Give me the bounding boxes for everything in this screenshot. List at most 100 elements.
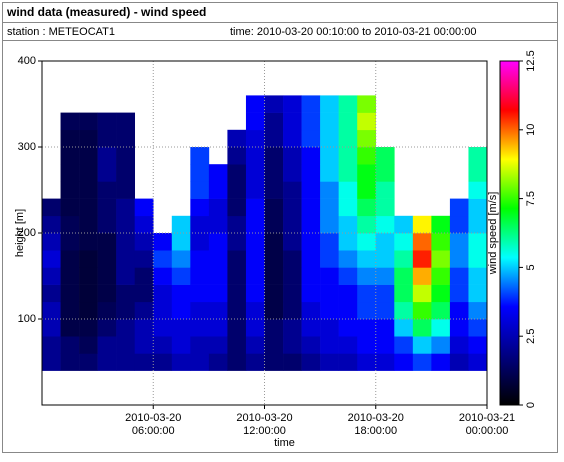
heat-cell [153, 336, 173, 354]
heat-cell [449, 215, 469, 234]
heat-cell [301, 284, 321, 303]
heat-cell [468, 319, 488, 337]
heat-cell [227, 353, 247, 371]
heat-cell [190, 233, 210, 251]
title: wind data (measured) - wind speed [6, 5, 206, 19]
heat-cell [431, 250, 451, 268]
heat-cell [375, 181, 395, 199]
heat-cell [338, 198, 358, 217]
heat-cell [301, 164, 321, 182]
heat-cell [134, 198, 154, 217]
heat-cell [468, 181, 488, 199]
heat-cell [338, 147, 358, 165]
heat-cell [208, 181, 228, 199]
heat-cell [338, 319, 358, 337]
heat-cell [97, 129, 117, 148]
heat-cell [190, 147, 210, 165]
heat-cell [97, 250, 117, 268]
heat-cell [283, 215, 302, 234]
heat-cell [227, 198, 247, 217]
heat-cell [320, 267, 339, 285]
heat-cell [190, 336, 210, 354]
heat-cell [431, 353, 451, 371]
colorbar [499, 60, 520, 406]
heat-cell [116, 164, 136, 182]
heat-cell [153, 284, 173, 303]
heat-cell [153, 267, 173, 285]
heat-cell [301, 319, 321, 337]
heat-cell [97, 336, 117, 354]
heat-cell [468, 198, 488, 217]
heat-cell [190, 319, 210, 337]
heat-cell [42, 233, 61, 251]
heat-cell [134, 336, 154, 354]
heat-cell [468, 215, 488, 234]
heat-cell [60, 301, 80, 320]
heat-cell [412, 250, 432, 268]
heat-cell [375, 164, 395, 182]
heat-cell [227, 267, 247, 285]
colorbar-tick-label: 0 [525, 402, 537, 408]
heat-cell [245, 250, 265, 268]
heat-cell [190, 267, 210, 285]
heat-cell [245, 95, 265, 113]
heat-cell [190, 198, 210, 217]
heat-cell [116, 181, 136, 199]
heat-cell [449, 250, 469, 268]
heat-cell [42, 319, 61, 337]
heat-cell [116, 336, 136, 354]
heat-cell [245, 112, 265, 131]
colorbar-tick-label: 5 [525, 264, 537, 270]
heat-cell [431, 336, 451, 354]
heat-cell [264, 250, 284, 268]
heat-cell [301, 353, 321, 371]
heat-cell [79, 301, 98, 320]
heat-cell [171, 336, 191, 354]
heat-cell [171, 267, 191, 285]
colorbar-tick-label: 7.5 [525, 191, 537, 206]
heat-cell [79, 284, 98, 303]
heat-cell [283, 250, 302, 268]
heat-cell [264, 129, 284, 148]
heat-cell [264, 215, 284, 234]
heat-cell [375, 198, 395, 217]
heat-cell [375, 250, 395, 268]
heat-cell [79, 215, 98, 234]
heat-cell [301, 233, 321, 251]
heat-cell [153, 233, 173, 251]
y-tick-label: 400 [18, 55, 36, 67]
heat-cell [320, 250, 339, 268]
heat-cell [264, 284, 284, 303]
colorbar-tick-label: 2.5 [525, 329, 537, 344]
heat-cell [171, 353, 191, 371]
heat-cell [60, 353, 80, 371]
x-tick-label: 2010-03-20 [236, 412, 292, 424]
x-tick-label: 2010-03-20 [348, 412, 404, 424]
heat-cell [468, 267, 488, 285]
heat-cell [357, 215, 377, 234]
heat-cell [449, 198, 469, 217]
heat-cell [264, 198, 284, 217]
station: station : METEOCAT1 [7, 26, 115, 38]
heat-cell [208, 319, 228, 337]
heat-cell [208, 353, 228, 371]
heat-cell [357, 181, 377, 199]
heat-cell [245, 319, 265, 337]
y-tick-label: 300 [18, 141, 36, 153]
heat-cell [42, 301, 61, 320]
heat-cell [338, 301, 358, 320]
heat-cell [227, 181, 247, 199]
heat-cell [412, 267, 432, 285]
heat-cell [79, 319, 98, 337]
heat-cell [283, 319, 302, 337]
heat-cell [208, 301, 228, 320]
heat-cell [449, 267, 469, 285]
heat-cell [153, 250, 173, 268]
heat-cell [264, 301, 284, 320]
heat-cell [79, 112, 98, 131]
heat-cell [60, 284, 80, 303]
heat-cell [171, 319, 191, 337]
heat-cell [245, 147, 265, 165]
colorbar-tick-label: 10 [525, 124, 537, 136]
heat-cell [60, 336, 80, 354]
